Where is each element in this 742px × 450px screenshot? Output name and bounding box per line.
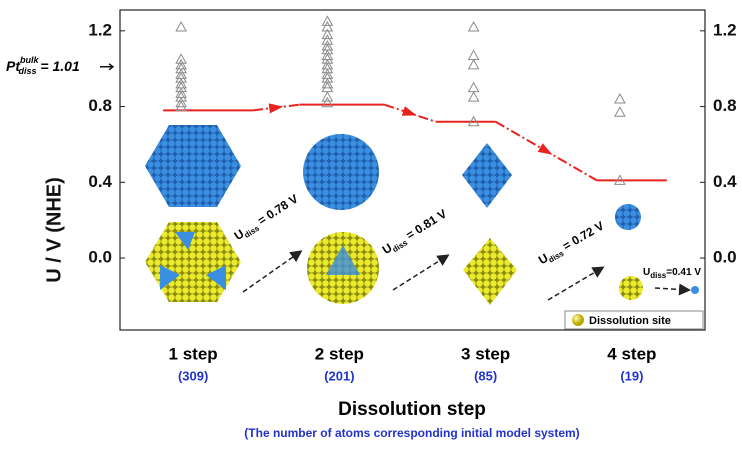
triangle-point [469,92,479,101]
y-tick-label: 1.2 [88,20,112,39]
u-text: =0.41 V [666,267,701,278]
x-axis-subtitle: (The number of atoms corresponding initi… [244,426,579,440]
legend-marker [572,314,584,326]
x-tick-label: 4 step [607,344,656,363]
triangle-point [176,73,186,82]
x-axis-title: Dissolution step [338,399,486,420]
triangle-point [176,64,186,73]
u-sub: diss [650,271,667,280]
triangle-point [615,107,625,116]
u-diss-label: Udiss=0.41 V [643,267,701,280]
triangle-point [322,54,332,63]
x-tick-label: 1 step [169,344,218,363]
legend: Dissolution site [565,311,703,329]
triangle-point [176,83,186,92]
triangle-point [176,54,186,63]
y2-tick-label: 0.0 [713,248,737,267]
x-tick-label: 3 step [461,344,510,363]
triangle-point [469,60,479,69]
x-tick-label: 2 step [315,344,364,363]
u-diss-label: Udiss = 0.72 V [536,219,607,269]
transition-arrow [269,102,284,114]
triangle-point [469,50,479,59]
y-axis-title: U / V (NHE) [43,177,65,283]
triangle-point [615,94,625,103]
nanoparticles [145,125,699,305]
u-base: U [643,267,650,278]
triangle-point [322,45,332,54]
atom-count: (85) [474,368,497,383]
u-text: = 0.81 V [401,207,449,245]
triangle-point [176,92,186,101]
triangle-point [322,92,332,101]
atom-count: (19) [620,368,643,383]
bulk-sub: diss [19,66,37,76]
transition-arrow [402,106,418,120]
y-tick-label: 0.4 [88,172,112,191]
atom-count: (201) [324,368,354,383]
y-tick-label: 0.0 [88,248,112,267]
u-text: = 0.72 V [557,219,606,255]
triangle-point [176,22,186,31]
chart: U / V (NHE) Dissolution step (The number… [0,0,742,445]
atom-count: (309) [178,368,208,383]
triangle-point [176,102,186,111]
triangle-point [322,16,332,25]
triangle-point [322,83,332,92]
page: {"chart_data": {"type": "line", "y_label… [0,0,742,450]
triangle-point [322,64,332,73]
u-diss-label: Udiss = 0.81 V [380,207,450,259]
transition-arrow [538,143,555,159]
u-text: = 0.78 V [252,192,300,230]
legend-label: Dissolution site [589,315,671,327]
y-tick-label: 0.8 [88,96,112,115]
y2-tick-label: 0.8 [713,96,737,115]
triangle-point [469,83,479,92]
triangle-point [469,22,479,31]
bulk-arrow [100,64,113,70]
y2-tick-label: 1.2 [713,20,737,39]
y2-tick-label: 0.4 [713,172,737,191]
u-diss-label: Udiss = 0.78 V [232,192,302,245]
triangle-point [322,73,332,82]
bulk-value: = 1.01 [37,58,80,74]
